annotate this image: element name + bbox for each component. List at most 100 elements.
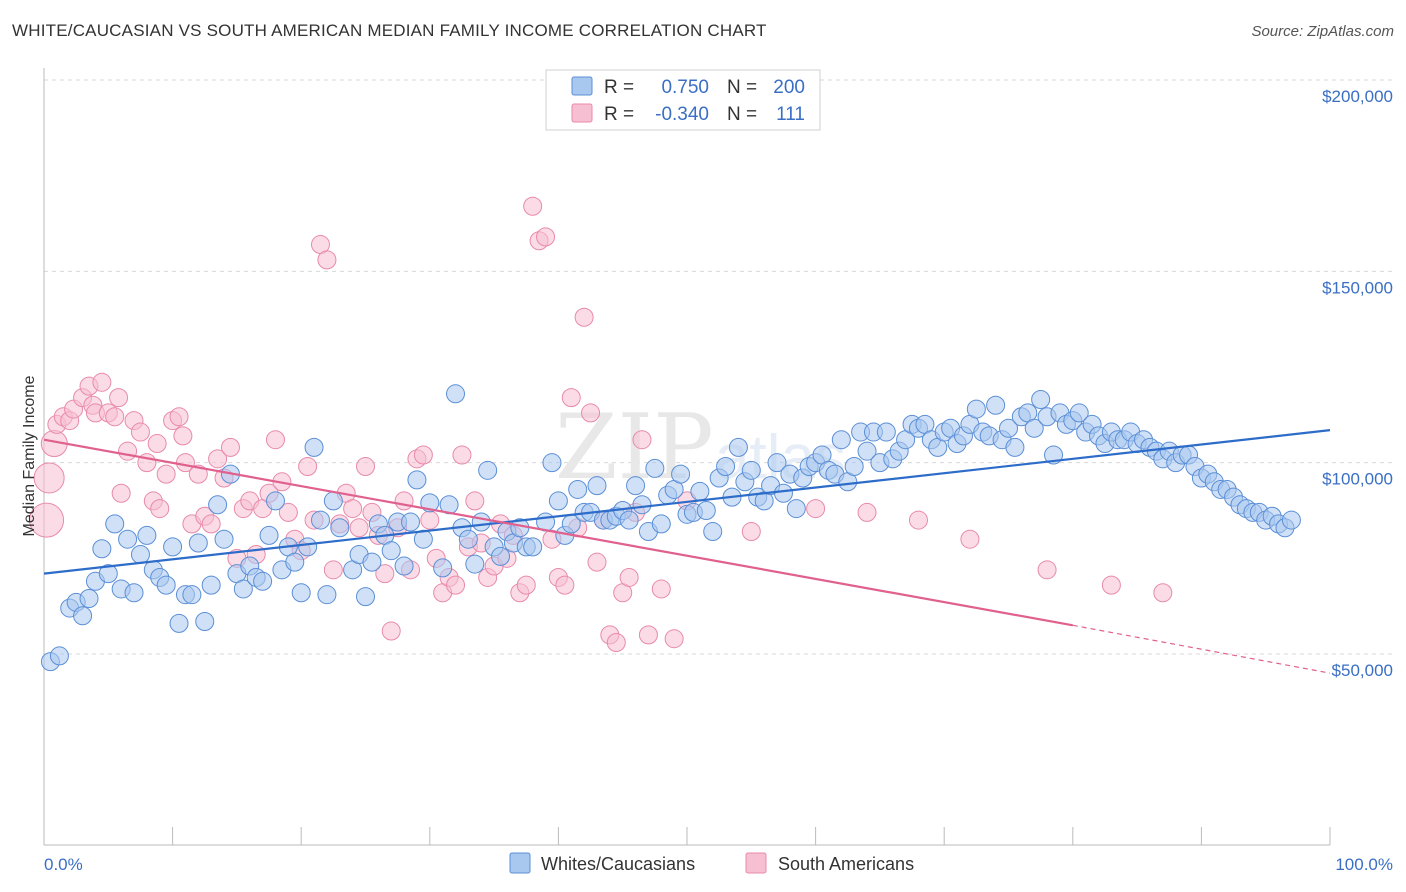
- south-americans-point: [265, 430, 285, 450]
- whites-point: [741, 460, 761, 480]
- whites-point: [465, 554, 485, 574]
- whites-point: [49, 646, 69, 666]
- legend-r-value-1: 0.750: [661, 77, 709, 98]
- whites-point: [999, 418, 1018, 438]
- whites-point: [163, 537, 183, 557]
- south-americans-point: [581, 403, 601, 423]
- south-americans-point: [857, 502, 877, 522]
- whites-point: [844, 456, 864, 476]
- whites-point: [298, 537, 318, 557]
- whites-point: [542, 453, 562, 473]
- whites-point: [446, 384, 466, 404]
- south-americans-point: [201, 514, 221, 534]
- south-americans-point: [1037, 560, 1057, 580]
- whites-point: [696, 501, 716, 520]
- south-americans-point: [619, 567, 639, 587]
- y-tick-label: $150,000: [1322, 278, 1393, 297]
- south-americans-point: [908, 510, 928, 530]
- whites-point: [413, 529, 433, 549]
- legend-south-americans-swatch: [745, 852, 767, 874]
- whites-point: [626, 476, 646, 496]
- whites-point: [137, 525, 157, 545]
- whites-point: [304, 437, 324, 457]
- south-americans-point: [130, 422, 150, 442]
- south-americans-point: [156, 464, 176, 484]
- legend-n-value-2: 111: [776, 104, 805, 125]
- south-americans-point: [33, 462, 65, 494]
- y-tick-label: $50,000: [1332, 661, 1393, 680]
- x-tick-label-max: 100.0%: [1335, 855, 1393, 874]
- whites-point: [265, 491, 285, 511]
- whites-point: [130, 545, 150, 565]
- whites-point: [291, 583, 311, 603]
- south-americans-point: [606, 633, 626, 653]
- whites-point: [433, 558, 453, 578]
- whites-point: [394, 556, 414, 576]
- legend-whites-swatch: [509, 852, 531, 874]
- south-americans-point: [651, 579, 671, 599]
- whites-point: [773, 483, 793, 503]
- source-label: Source: ZipAtlas.com: [1251, 23, 1394, 40]
- south-americans-point: [317, 250, 337, 270]
- south-americans-point: [555, 575, 575, 595]
- south-americans-point: [574, 307, 594, 327]
- south-americans-point: [92, 372, 112, 392]
- whites-point: [458, 529, 478, 549]
- whites-point: [201, 575, 221, 595]
- whites-point: [478, 460, 498, 480]
- whites-points: [40, 384, 1301, 672]
- south-americans-point: [523, 196, 543, 216]
- whites-point: [1024, 418, 1044, 438]
- south-americans-point: [1101, 575, 1121, 595]
- south-americans-point: [413, 445, 433, 465]
- whites-point: [233, 579, 253, 599]
- whites-point: [188, 533, 208, 553]
- south-americans-point: [111, 483, 131, 503]
- south-americans-point: [323, 560, 343, 580]
- legend-r-value-2: -0.340: [655, 104, 709, 125]
- y-tick-labels: $50,000 $100,000 $150,000 $200,000: [1322, 87, 1393, 680]
- whites-point: [323, 491, 343, 511]
- whites-point: [716, 456, 736, 476]
- whites-point: [317, 585, 337, 605]
- south-americans-point: [278, 502, 298, 522]
- south-americans-point: [173, 426, 193, 446]
- whites-point: [182, 585, 202, 605]
- south-americans-point: [298, 456, 318, 476]
- whites-point: [1005, 437, 1025, 457]
- south-americans-point: [536, 227, 556, 247]
- whites-point: [671, 464, 691, 484]
- south-americans-trend-extension: [1072, 624, 1331, 674]
- whites-point: [767, 453, 787, 473]
- legend-n-label-1: N =: [727, 77, 757, 98]
- y-tick-label: $100,000: [1322, 470, 1393, 489]
- whites-point: [285, 552, 305, 572]
- south-americans-point: [446, 575, 466, 595]
- south-americans-point: [1153, 583, 1173, 603]
- whites-point: [214, 529, 234, 549]
- whites-point: [407, 470, 427, 490]
- south-americans-point: [638, 625, 658, 645]
- south-americans-point: [465, 491, 485, 511]
- whites-point: [491, 546, 511, 566]
- whites-trend-line: [43, 429, 1331, 575]
- whites-point: [118, 529, 138, 549]
- whites-point: [253, 571, 273, 591]
- south-americans-point: [356, 456, 375, 476]
- whites-point: [208, 495, 228, 515]
- south-americans-point: [741, 522, 761, 542]
- whites-point: [195, 611, 215, 631]
- whites-point: [690, 481, 710, 501]
- y-axis-title: Median Family Income: [21, 375, 38, 536]
- whites-point: [645, 458, 665, 478]
- legend-n-label-2: N =: [727, 104, 757, 125]
- whites-point: [548, 491, 568, 511]
- legend-r-label-2: R =: [604, 104, 634, 125]
- south-americans-point: [169, 407, 189, 427]
- whites-point: [651, 514, 671, 534]
- whites-point: [728, 437, 748, 457]
- whites-point: [857, 441, 877, 461]
- whites-point: [98, 564, 118, 584]
- whites-point: [105, 514, 125, 534]
